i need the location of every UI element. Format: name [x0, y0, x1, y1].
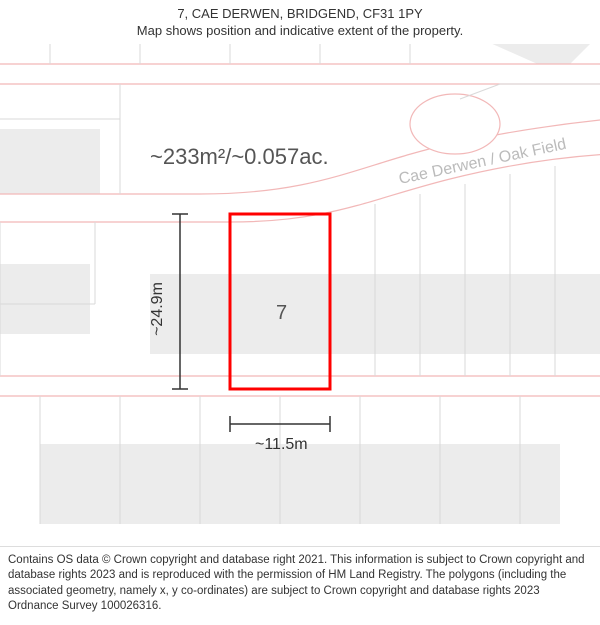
building-0: [0, 129, 100, 204]
dim-height-label: ~24.9m: [149, 282, 166, 336]
plot-number: 7: [276, 302, 287, 324]
road-1: [0, 376, 600, 396]
road-0: [0, 64, 600, 84]
page: 7, CAE DERWEN, BRIDGEND, CF31 1PY Map sh…: [0, 0, 600, 625]
page-subtitle: Map shows position and indicative extent…: [10, 23, 590, 38]
footer-copyright: Contains OS data © Crown copyright and d…: [0, 546, 600, 625]
page-title: 7, CAE DERWEN, BRIDGEND, CF31 1PY: [10, 6, 590, 21]
map-area: 7~233m²/~0.057ac.Cae Derwen / Oak Field~…: [0, 44, 600, 524]
cul-de-sac: [410, 94, 500, 154]
building-3: [40, 444, 560, 524]
building-1: [0, 264, 90, 334]
map-svg: 7~233m²/~0.057ac.Cae Derwen / Oak Field~…: [0, 44, 600, 524]
dim-width-label: ~11.5m: [255, 436, 308, 453]
area-label: ~233m²/~0.057ac.: [150, 144, 329, 169]
header: 7, CAE DERWEN, BRIDGEND, CF31 1PY Map sh…: [0, 0, 600, 40]
